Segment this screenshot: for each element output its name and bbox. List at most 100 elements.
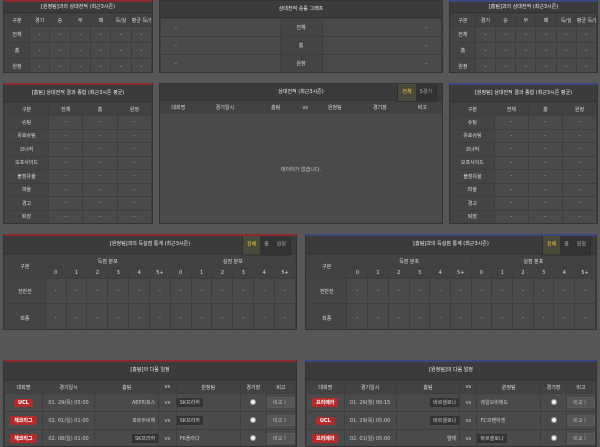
compare-button[interactable]: 비교 〉 (567, 433, 595, 444)
cell-value: - (116, 196, 152, 211)
panel-title: [홈팀]과의 득실점 통계 (최근3시즌) (413, 241, 489, 247)
table-row: 최종 - - - - - - - - - - - - (306, 303, 596, 329)
column-header: 평균 득/실 (575, 13, 597, 27)
stadium-icon[interactable] (550, 416, 557, 423)
cell-value: - (232, 303, 255, 329)
h2h-list-panel: 상대전적 (최근3시즌) 전체 5경기 대회명 경기일시 홈팀 vs 원정팀 경기장 비고 데… (159, 83, 443, 224)
league-badge[interactable]: 체코리그 (10, 434, 37, 443)
cell-value: - (346, 303, 369, 329)
away-team[interactable]: FK플라다 (179, 436, 200, 442)
league-cell: 체코리그 (4, 411, 43, 430)
column-header: vs (459, 380, 478, 394)
column-header: vs (158, 380, 177, 394)
cell-value: - (553, 303, 576, 329)
bucket-header: 2 (512, 267, 534, 279)
tab-0[interactable]: 전체 (398, 84, 416, 101)
cell-value: - (82, 155, 118, 170)
away-team[interactable]: SK프라하 (177, 416, 203, 425)
row-label: 홈 (450, 42, 476, 59)
home-team[interactable]: SK프라하 (131, 434, 158, 443)
column-header: 경기일시 (343, 380, 397, 394)
cell-value: - (82, 128, 118, 143)
tab-0[interactable]: 전체 (542, 236, 561, 254)
tab-2[interactable]: 원정 (276, 241, 286, 247)
goals-away-panel: [원정팀]과의 득실점 통계 (최근3시즌) 전체 홈 원정 구분 득점 분포 실점 분… (3, 234, 297, 330)
compare-button[interactable]: 비교 〉 (267, 433, 295, 444)
cell-value: - (48, 182, 84, 197)
row-label: 전체 (450, 26, 476, 43)
cell-value: - (128, 278, 150, 304)
league-badge[interactable]: UCL (13, 398, 33, 407)
column-header: 홈 (82, 102, 118, 116)
cell-value: - (527, 155, 563, 170)
graph-bar-left: - (160, 54, 281, 72)
h2h-home-panel: [홈팀]과의 상대전적 (최근3시즌) 구분 경기 승 무 패 득/실 평균 득/실 전체 - -… (449, 0, 598, 73)
graph-row: - 원정 - (160, 54, 442, 72)
home-team[interactable]: 바르셀로나 (430, 416, 459, 425)
away-team[interactable]: 바르셀로나 (477, 434, 507, 443)
cell-value: - (82, 209, 118, 223)
column-header: 경기 (474, 13, 497, 27)
compare-button[interactable]: 비교 〉 (267, 397, 295, 408)
home-team[interactable]: 엘체 (446, 436, 457, 442)
away-team[interactable]: 레알오비에도 (480, 400, 509, 406)
stadium-icon[interactable] (550, 434, 557, 441)
column-header: 홈팀 (395, 380, 461, 394)
home-team[interactable]: 파르두비체 (132, 418, 156, 424)
cell-value: - (116, 182, 152, 197)
away-team[interactable]: FC코펜하겐 (480, 418, 506, 424)
stadium-icon[interactable] (250, 398, 257, 405)
empty-message: 데이터가 없습니다. (281, 167, 321, 173)
bucket-header: 0 (470, 267, 493, 279)
compare-button[interactable]: 비교 〉 (267, 415, 295, 426)
home-team[interactable]: 바르셀로나 (430, 398, 459, 407)
cell-value: - (527, 196, 563, 211)
tab-1[interactable]: 5경기 (419, 89, 432, 95)
cell-value: - (274, 278, 296, 304)
cell-value: - (493, 169, 529, 184)
row-label: 코너킥 (4, 142, 50, 157)
stadium-icon[interactable] (550, 398, 557, 405)
tab-1[interactable]: 홈 (264, 241, 269, 247)
tab-0[interactable]: 전체 (242, 236, 261, 254)
bucket-header: 3 (107, 267, 130, 279)
column-header: 구분 (450, 13, 476, 27)
compare-button[interactable]: 비교 〉 (567, 397, 595, 408)
header-row: 구분 경기 승 무 패 득/실 평균 득/실 (4, 13, 152, 27)
cell-value: - (89, 58, 112, 72)
bucket-header: 2 (86, 267, 109, 279)
home-team[interactable]: AEP피포스 (131, 400, 156, 406)
bucket-header: 5+ (449, 267, 472, 279)
cell-value: - (387, 303, 410, 329)
next-away-panel: [원정팀]의 다음 일정 대회명 경기일시 홈팀 vs 원정팀 경기장 비고 프리메라 01. … (305, 360, 597, 447)
row-label: 전반전 (306, 278, 348, 304)
column-header: 비고 (402, 101, 442, 114)
group-header: 실점 분포 (169, 254, 296, 268)
league-cell: UCL (306, 411, 345, 430)
stadium-cell (239, 393, 267, 412)
cell-value: - (408, 303, 431, 329)
cell-value: - (527, 128, 563, 143)
tab-2[interactable]: 원정 (576, 241, 586, 247)
panel-title: [원정팀] 상대전적 결과 종합 (최근3시즌 평균) (450, 85, 597, 102)
compare-button[interactable]: 비교 〉 (567, 415, 595, 426)
table-row: 전체 - - - - - - (450, 26, 597, 43)
cell-value: - (48, 155, 84, 170)
tab-1[interactable]: 홈 (564, 241, 569, 247)
league-badge[interactable]: 프리메라 (312, 398, 339, 407)
stadium-icon[interactable] (250, 416, 257, 423)
league-badge[interactable]: 체코리그 (10, 416, 37, 425)
bucket-header: 1 (65, 267, 88, 279)
cell-value: - (561, 155, 597, 170)
league-badge[interactable]: 프리메라 (312, 434, 339, 443)
league-badge[interactable]: UCL (315, 416, 335, 425)
column-header: 득/실 (555, 13, 577, 27)
stadium-icon[interactable] (250, 434, 257, 441)
cell-value: - (429, 278, 451, 304)
cell-value: - (527, 209, 563, 223)
row-label: 유효슈팅 (450, 128, 495, 143)
cell-value: - (387, 278, 410, 304)
cell-value: - (44, 278, 67, 304)
away-team[interactable]: SK프라하 (177, 398, 203, 407)
schedule-row: 체코리그 02. 01(일) 01:00 파르두비체 vs SK프라하 비교 〉 (4, 411, 296, 430)
